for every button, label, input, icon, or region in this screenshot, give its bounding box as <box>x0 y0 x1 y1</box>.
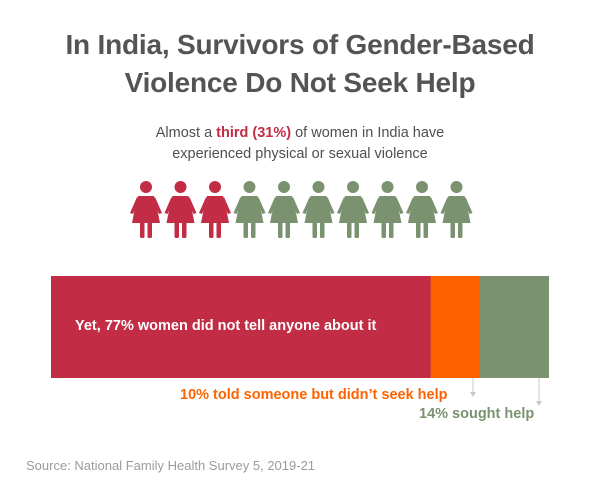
chart-subtitle: Almost a third (31%) of women in India h… <box>0 123 600 165</box>
leader-arrow-seg2 <box>470 392 476 397</box>
subtitle-pre: Almost a <box>155 125 217 141</box>
woman-icon <box>440 181 473 238</box>
woman-icon <box>302 181 335 238</box>
segment-label-sought-help: 14% sought help <box>419 406 535 422</box>
woman-icon <box>371 181 404 238</box>
title-line-2: Violence Do Not Seek Help <box>124 67 476 98</box>
woman-icon <box>268 181 300 238</box>
woman-icon <box>199 181 231 238</box>
bar-sought-help <box>479 276 549 378</box>
chart-title: In India, Survivors of Gender-Based Viol… <box>0 26 600 102</box>
segment-label-no-one: Yet, 77% women did not tell anyone about… <box>75 318 377 334</box>
woman-icon <box>233 181 266 238</box>
leader-arrow-seg3 <box>536 401 542 406</box>
subtitle-line-1: Almost a third (31%) of women in India h… <box>0 123 600 144</box>
stacked-bar-chart <box>51 276 549 378</box>
woman-icon <box>337 181 369 238</box>
bar-no-one <box>51 276 432 378</box>
subtitle-highlight: third (31%) <box>216 125 292 141</box>
woman-icon <box>164 181 197 238</box>
leader-lines <box>470 378 542 406</box>
woman-icon <box>406 181 438 238</box>
subtitle-post: of women in India have <box>291 125 445 141</box>
subtitle-line-2: experienced physical or sexual violence <box>172 146 428 162</box>
source-note: Source: National Family Health Survey 5,… <box>26 458 316 473</box>
woman-icon <box>130 181 162 238</box>
women-pictogram <box>130 181 473 238</box>
segment-label-told-someone: 10% told someone but didn’t seek help <box>180 387 448 403</box>
title-line-1: In India, Survivors of Gender-Based <box>65 29 535 60</box>
bar-told-someone <box>430 276 481 378</box>
